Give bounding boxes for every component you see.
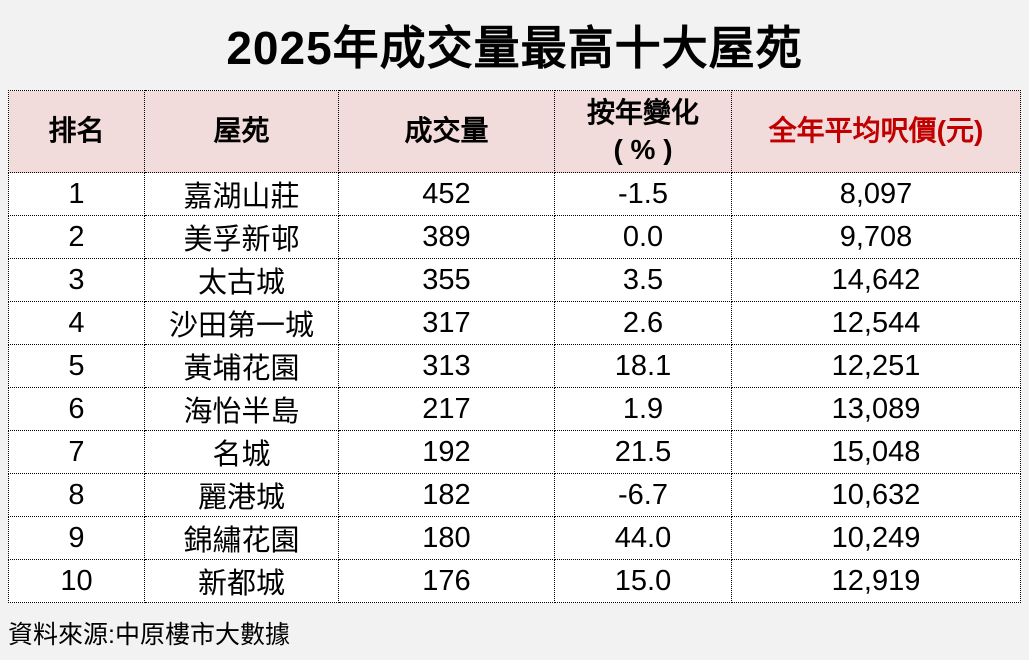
cell-price: 9,708	[731, 215, 1021, 259]
cell-price: 12,251	[731, 344, 1021, 388]
cell-estate: 錦繡花園	[144, 516, 339, 560]
cell-rank: 7	[8, 430, 145, 474]
cell-yoy: 44.0	[554, 516, 732, 560]
header-volume: 成交量	[338, 90, 555, 173]
cell-rank: 9	[8, 516, 145, 560]
cell-yoy: 2.6	[554, 301, 732, 345]
cell-estate: 黃埔花園	[144, 344, 339, 388]
cell-price: 8,097	[731, 172, 1021, 216]
cell-estate: 太古城	[144, 258, 339, 302]
cell-rank: 6	[8, 387, 145, 431]
cell-volume: 317	[338, 301, 555, 345]
header-yoy-change: 按年變化 ( % )	[554, 90, 732, 173]
cell-volume: 192	[338, 430, 555, 474]
cell-price: 10,632	[731, 473, 1021, 517]
cell-volume: 180	[338, 516, 555, 560]
header-yoy-line2: ( % )	[613, 133, 673, 165]
header-estate: 屋苑	[144, 90, 339, 173]
table-row: 2 美孚新邨 389 0.0 9,708	[8, 215, 1021, 259]
cell-yoy: -6.7	[554, 473, 732, 517]
cell-yoy: 18.1	[554, 344, 732, 388]
table-row: 10 新都城 176 15.0 12,919	[8, 559, 1021, 603]
cell-price: 14,642	[731, 258, 1021, 302]
cell-rank: 5	[8, 344, 145, 388]
cell-price: 10,249	[731, 516, 1021, 560]
header-avg-price: 全年平均呎價(元)	[731, 90, 1021, 173]
header-yoy-line1: 按年變化	[586, 97, 699, 129]
cell-rank: 3	[8, 258, 145, 302]
estates-table: 排名 屋苑 成交量 按年變化 ( % ) 全年平均呎價(元) 1 嘉湖山莊 45…	[8, 90, 1021, 603]
cell-volume: 176	[338, 559, 555, 603]
cell-price: 13,089	[731, 387, 1021, 431]
cell-rank: 1	[8, 172, 145, 216]
cell-yoy: 3.5	[554, 258, 732, 302]
cell-rank: 8	[8, 473, 145, 517]
cell-volume: 355	[338, 258, 555, 302]
table-row: 3 太古城 355 3.5 14,642	[8, 258, 1021, 302]
cell-estate: 沙田第一城	[144, 301, 339, 345]
cell-estate: 嘉湖山莊	[144, 172, 339, 216]
cell-price: 12,544	[731, 301, 1021, 345]
cell-yoy: 1.9	[554, 387, 732, 431]
cell-price: 15,048	[731, 430, 1021, 474]
page-title: 2025年成交量最高十大屋苑	[226, 22, 803, 74]
cell-volume: 389	[338, 215, 555, 259]
cell-price: 12,919	[731, 559, 1021, 603]
table-row: 6 海怡半島 217 1.9 13,089	[8, 387, 1021, 431]
cell-volume: 217	[338, 387, 555, 431]
cell-rank: 2	[8, 215, 145, 259]
cell-volume: 452	[338, 172, 555, 216]
table-row: 5 黃埔花園 313 18.1 12,251	[8, 344, 1021, 388]
table-row: 9 錦繡花園 180 44.0 10,249	[8, 516, 1021, 560]
cell-yoy: 15.0	[554, 559, 732, 603]
cell-estate: 新都城	[144, 559, 339, 603]
cell-yoy: 0.0	[554, 215, 732, 259]
cell-yoy: -1.5	[554, 172, 732, 216]
table-row: 7 名城 192 21.5 15,048	[8, 430, 1021, 474]
cell-rank: 4	[8, 301, 145, 345]
cell-volume: 182	[338, 473, 555, 517]
table-row: 4 沙田第一城 317 2.6 12,544	[8, 301, 1021, 345]
cell-volume: 313	[338, 344, 555, 388]
table-row: 8 麗港城 182 -6.7 10,632	[8, 473, 1021, 517]
table-header-row: 排名 屋苑 成交量 按年變化 ( % ) 全年平均呎價(元)	[8, 90, 1021, 173]
cell-estate: 麗港城	[144, 473, 339, 517]
table-row: 1 嘉湖山莊 452 -1.5 8,097	[8, 172, 1021, 216]
cell-yoy: 21.5	[554, 430, 732, 474]
cell-estate: 名城	[144, 430, 339, 474]
header-rank: 排名	[8, 90, 145, 173]
cell-estate: 美孚新邨	[144, 215, 339, 259]
data-source-caption: 資料來源:中原樓市大數據	[8, 621, 290, 649]
cell-rank: 10	[8, 559, 145, 603]
cell-estate: 海怡半島	[144, 387, 339, 431]
